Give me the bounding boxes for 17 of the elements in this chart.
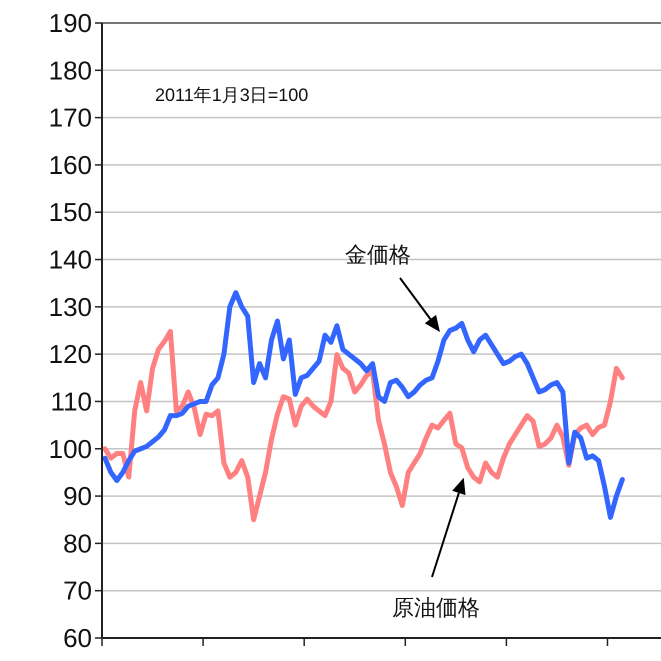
y-tick-label: 60 bbox=[63, 623, 92, 653]
y-tick-label: 190 bbox=[48, 8, 92, 38]
y-tick-label: 90 bbox=[63, 481, 92, 512]
annotation: 2011年1月3日=100 bbox=[155, 85, 308, 105]
y-tick-label: 140 bbox=[48, 244, 92, 275]
y-tick-label: 120 bbox=[48, 339, 92, 370]
y-tick-label: 180 bbox=[48, 55, 92, 86]
y-tick-label: 110 bbox=[50, 386, 92, 416]
y-tick-label: 150 bbox=[48, 197, 92, 228]
y-tick-label: 130 bbox=[48, 292, 92, 322]
text: 原油価格 bbox=[392, 595, 480, 620]
y-tick-label: 70 bbox=[63, 576, 92, 606]
y-tick-label: 170 bbox=[48, 102, 92, 133]
y-tick-label: 100 bbox=[48, 434, 92, 464]
y-tick-label: 160 bbox=[48, 150, 92, 180]
text: 金価格 bbox=[345, 242, 411, 267]
y-tick-label: 80 bbox=[63, 528, 92, 558]
